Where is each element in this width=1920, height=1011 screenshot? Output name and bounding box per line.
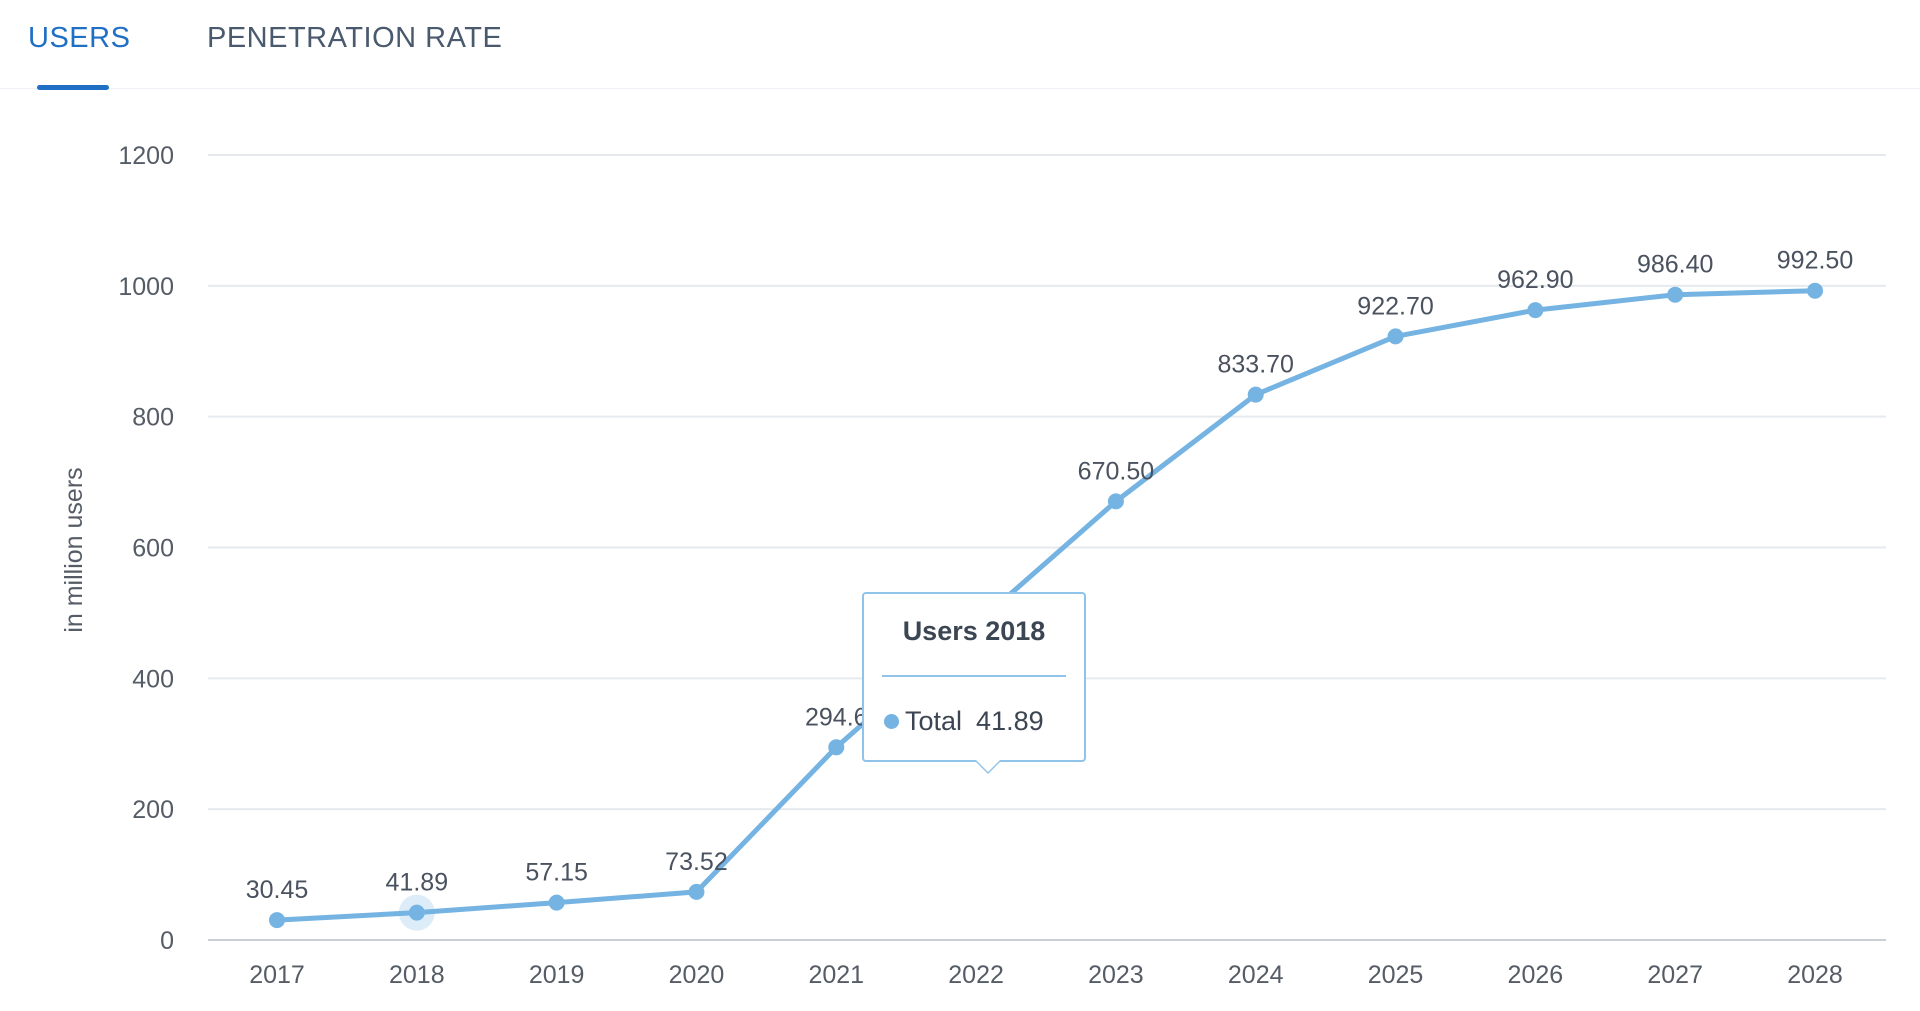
data-label: 922.70 xyxy=(1357,292,1433,320)
data-label: 962.90 xyxy=(1497,266,1573,294)
x-tick-label: 2018 xyxy=(389,961,445,989)
y-tick-label: 1000 xyxy=(118,273,174,301)
data-point[interactable] xyxy=(1667,286,1684,303)
data-label: 73.52 xyxy=(665,848,728,876)
data-point[interactable] xyxy=(1807,282,1823,299)
tab-users[interactable]: USERS xyxy=(28,22,131,54)
x-tick-label: 2022 xyxy=(948,961,1004,989)
data-point[interactable] xyxy=(828,739,845,756)
tooltip-series-name: Total xyxy=(905,706,963,736)
data-tooltip: Users 2018 Total 41.89 xyxy=(862,592,1086,774)
x-tick-label: 2028 xyxy=(1787,961,1843,989)
x-tick-label: 2027 xyxy=(1647,961,1703,989)
data-point[interactable] xyxy=(1247,386,1264,403)
tooltip-row: Total 41.89 xyxy=(884,706,1044,737)
data-label: 41.89 xyxy=(386,869,449,897)
y-tick-label: 1200 xyxy=(118,142,174,170)
x-tick-label: 2024 xyxy=(1228,961,1284,989)
data-label: 833.70 xyxy=(1217,351,1293,379)
data-point[interactable] xyxy=(1387,328,1404,345)
data-point[interactable] xyxy=(1107,493,1124,510)
x-tick-label: 2020 xyxy=(669,961,725,989)
tooltip-divider xyxy=(882,675,1066,677)
data-point[interactable] xyxy=(408,904,425,921)
y-tick-label: 600 xyxy=(132,535,174,563)
data-label: 986.40 xyxy=(1637,251,1713,279)
tooltip-title: Users 2018 xyxy=(902,616,1046,646)
x-tick-label: 2023 xyxy=(1088,961,1144,989)
data-label: 57.15 xyxy=(525,859,588,887)
y-tick-label: 0 xyxy=(160,927,174,955)
data-point[interactable] xyxy=(548,894,565,911)
data-label: 30.45 xyxy=(246,876,309,904)
data-label: 670.50 xyxy=(1078,457,1154,485)
tooltip-value: 41.89 xyxy=(976,706,1044,736)
data-point[interactable] xyxy=(1527,302,1544,319)
data-point[interactable] xyxy=(269,912,285,929)
series-dot-icon xyxy=(884,714,899,729)
x-tick-label: 2025 xyxy=(1368,961,1424,989)
series-line-total xyxy=(274,288,1818,923)
tab-penetration-rate[interactable]: PENETRATION RATE xyxy=(207,22,503,54)
x-tick-label: 2017 xyxy=(249,961,305,989)
x-tick-label: 2019 xyxy=(529,961,585,989)
y-tick-label: 800 xyxy=(132,404,174,432)
y-tick-label: 400 xyxy=(132,665,174,693)
y-axis-label: in million users xyxy=(60,467,88,632)
tab-bar: USERS PENETRATION RATE xyxy=(0,0,1920,90)
data-label: 294.6 xyxy=(805,703,868,731)
active-tab-indicator xyxy=(37,85,109,90)
x-tick-label: 2021 xyxy=(808,961,864,989)
y-tick-label: 200 xyxy=(132,796,174,824)
data-point[interactable] xyxy=(688,883,705,900)
data-label: 992.50 xyxy=(1777,247,1853,275)
x-tick-label: 2026 xyxy=(1508,961,1564,989)
